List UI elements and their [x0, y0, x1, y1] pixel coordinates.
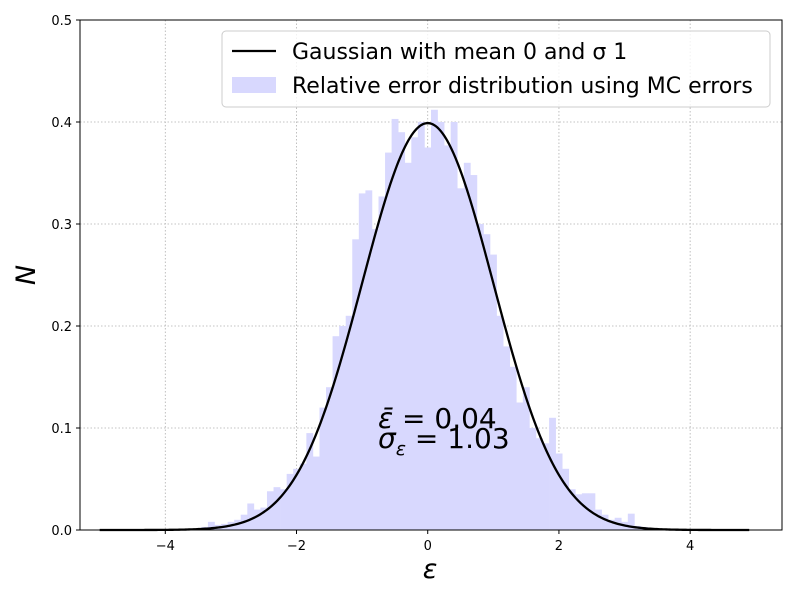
histogram-bar [542, 443, 550, 530]
histogram-bar [266, 491, 274, 530]
histogram-bar [437, 122, 445, 530]
histogram-bar [568, 489, 576, 530]
y-tick-label: 0.5 [51, 14, 72, 29]
histogram-bar [306, 433, 314, 530]
histogram-bar [496, 315, 504, 530]
histogram-bar [371, 229, 379, 530]
histogram-bar [326, 387, 333, 530]
histogram-bar [535, 438, 543, 530]
histogram-bar [562, 468, 570, 530]
y-tick-label: 0.4 [51, 116, 72, 131]
histogram-bar [490, 254, 497, 530]
histogram-bar [417, 122, 425, 530]
histogram-bar [608, 519, 616, 530]
x-tick-label: −4 [156, 539, 175, 554]
histogram-bar [522, 387, 530, 530]
histogram-bar [424, 147, 432, 530]
histogram-bar [352, 239, 360, 531]
histogram-bar [503, 346, 511, 530]
histogram-bar [516, 402, 524, 530]
legend-patch-swatch [232, 77, 276, 93]
histogram-bar [549, 417, 556, 530]
histogram-bar [385, 152, 392, 530]
histogram-bar [339, 326, 347, 530]
histogram-bar [431, 109, 438, 530]
x-tick-label: 0 [424, 539, 432, 554]
histogram-bar [293, 468, 301, 530]
histogram-bar [483, 234, 491, 530]
annotation-sigma: σε = 1.03 [378, 422, 510, 460]
legend-label-gaussian: Gaussian with mean 0 and σ 1 [292, 40, 627, 65]
plot-frame [79, 19, 783, 531]
histogram-bar [247, 503, 255, 530]
histogram-bars [201, 109, 655, 531]
histogram-bar [595, 509, 602, 530]
y-tick-label: 0.0 [51, 524, 72, 539]
histogram-bar [299, 463, 307, 530]
legend: Gaussian with mean 0 and σ 1 Relative er… [221, 30, 771, 108]
histogram-bar [463, 162, 471, 531]
histogram-bar [509, 366, 517, 530]
histogram-bar [529, 428, 537, 530]
histogram-bar [555, 453, 563, 530]
histogram-bar [450, 122, 458, 530]
histogram-bar [378, 196, 386, 530]
histogram-bar [457, 188, 465, 531]
histogram-bar [627, 513, 635, 530]
histogram-bar [260, 507, 268, 530]
histogram-bar [398, 132, 406, 530]
histogram-bar [444, 145, 451, 530]
histogram-bar [273, 487, 281, 530]
x-tick-label: −2 [287, 539, 306, 554]
histogram-bar [207, 521, 215, 530]
histogram-bar [411, 137, 419, 531]
histogram-bar [404, 162, 412, 531]
legend-box [221, 30, 771, 108]
y-axis-label: N [11, 265, 42, 285]
histogram-bar [312, 456, 320, 530]
histogram-bar [601, 514, 609, 530]
histogram-bar [280, 489, 287, 530]
histogram-bar [286, 473, 294, 530]
annotation-mean: ε̄ = 0.04 [378, 402, 497, 435]
histogram-bar [581, 493, 589, 530]
histogram-bar [345, 315, 353, 530]
histogram-bar [476, 224, 484, 530]
y-tick-label: 0.1 [51, 422, 72, 437]
histogram-bar [332, 336, 340, 530]
histogram-bar [319, 407, 327, 530]
histogram-bar [253, 509, 261, 530]
x-axis-label: ε [423, 554, 438, 585]
histogram-bar [391, 118, 399, 530]
legend-label-histogram: Relative error distribution using MC err… [292, 74, 753, 99]
y-tick-label: 0.2 [51, 320, 72, 335]
histogram-bar [575, 494, 583, 530]
axis-ticks: −4 −2 0 2 4 0.0 0.1 0.2 0.3 0.4 0.5 [51, 14, 694, 554]
histogram-bar [470, 175, 478, 531]
y-tick-label: 0.3 [51, 218, 72, 233]
histogram-bar [365, 190, 373, 530]
histogram-bar [358, 193, 366, 530]
gaussian-curve [99, 121, 750, 532]
x-tick-label: 4 [686, 539, 694, 554]
x-tick-label: 2 [555, 539, 563, 554]
